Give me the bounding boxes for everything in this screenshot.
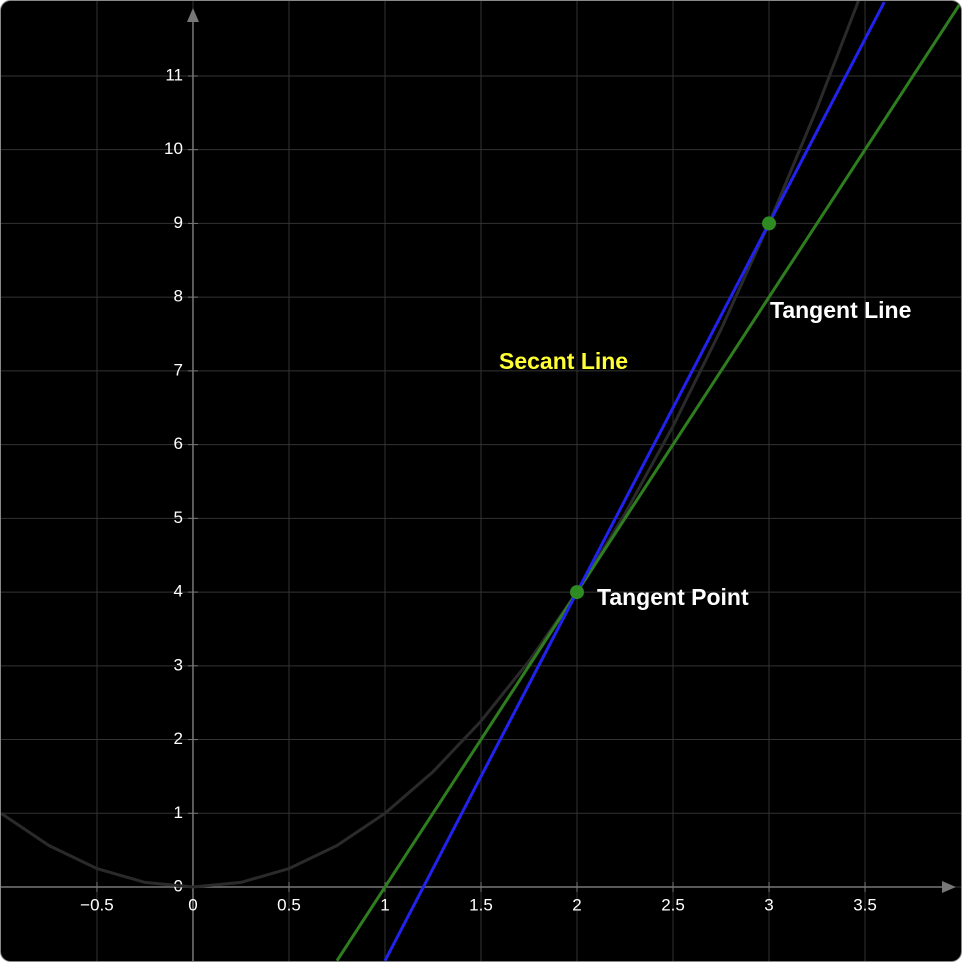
y-tick-label: 5	[174, 508, 183, 527]
annotation: Tangent Line	[770, 297, 911, 323]
x-tick-label: 0	[188, 895, 197, 914]
y-tick-label: 1	[174, 803, 183, 822]
line	[383, 1, 886, 961]
y-tick-label: 2	[174, 729, 183, 748]
x-axis-arrow	[942, 881, 956, 894]
annotation: Tangent Point	[597, 584, 749, 610]
x-tick-label: −0.5	[80, 895, 114, 914]
y-tick-label: 9	[174, 213, 183, 232]
x-tick-label: 3.5	[853, 895, 877, 914]
point	[762, 216, 777, 231]
x-tick-label: 1	[380, 895, 389, 914]
curve	[1, 1, 867, 889]
x-tick-label: 1.5	[469, 895, 493, 914]
x-tick-label: 2.5	[661, 895, 685, 914]
x-tick-label: 0.5	[277, 895, 301, 914]
x-tick-label: 2	[572, 895, 581, 914]
x-tick-label: 3	[764, 895, 773, 914]
y-tick-label: 4	[174, 582, 183, 601]
y-tick-label: 10	[164, 139, 183, 158]
y-tick-label: 8	[174, 287, 183, 306]
point	[570, 585, 585, 600]
line	[335, 1, 961, 961]
y-tick-label: 6	[174, 434, 183, 453]
annotation: Secant Line	[499, 348, 628, 374]
y-tick-label: 7	[174, 360, 183, 379]
y-tick-label: 11	[165, 65, 183, 84]
y-axis-arrow	[186, 8, 199, 22]
y-tick-label: 3	[174, 655, 183, 674]
